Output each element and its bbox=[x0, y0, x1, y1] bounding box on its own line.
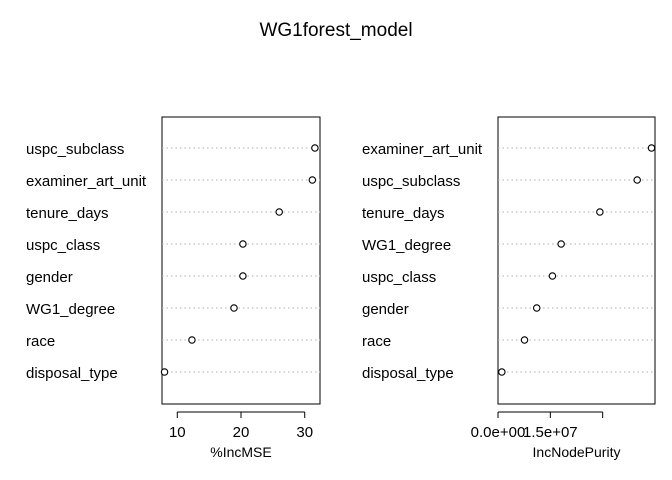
category-label: race bbox=[26, 333, 55, 350]
data-point bbox=[239, 240, 247, 248]
data-point bbox=[188, 336, 196, 344]
figure-title: WG1forest_model bbox=[259, 20, 412, 41]
x-tick-label: 0.0e+00 bbox=[471, 424, 526, 441]
category-label: examiner_art_unit bbox=[362, 141, 483, 158]
category-label: tenure_days bbox=[26, 205, 109, 222]
data-point bbox=[520, 336, 529, 344]
data-point bbox=[160, 368, 169, 376]
category-label: race bbox=[362, 333, 391, 350]
category-label: gender bbox=[26, 269, 73, 286]
data-point bbox=[311, 144, 319, 152]
category-label: uspc_subclass bbox=[26, 141, 124, 158]
x-axis-label: %IncMSE bbox=[210, 444, 271, 460]
category-label: uspc_class bbox=[362, 269, 436, 286]
category-label: gender bbox=[362, 301, 409, 318]
category-label: WG1_degree bbox=[362, 237, 451, 254]
data-point bbox=[308, 176, 317, 184]
plots: uspc_subclass examiner_art_unit tenure_day… bbox=[26, 116, 656, 460]
x-tick-label: 10 bbox=[169, 424, 186, 441]
category-label: uspc_class bbox=[26, 237, 100, 254]
data-point bbox=[548, 272, 557, 280]
data-point bbox=[557, 240, 565, 248]
x-tick-label: 30 bbox=[296, 424, 313, 441]
x-axis-label: IncNodePurity bbox=[533, 444, 621, 460]
category-label: tenure_days bbox=[362, 205, 445, 222]
data-point bbox=[239, 272, 247, 280]
x-tick-label: 20 bbox=[233, 424, 250, 441]
data-point bbox=[647, 144, 656, 152]
data-point bbox=[230, 304, 238, 312]
category-label: examiner_art_unit bbox=[26, 173, 147, 190]
category-label: disposal_type bbox=[362, 365, 454, 382]
data-point bbox=[596, 208, 604, 216]
category-label: WG1_degree bbox=[26, 301, 115, 318]
plot-frame bbox=[161, 116, 321, 405]
data-point bbox=[498, 368, 506, 376]
x-tick-label: 1.5e+07 bbox=[523, 424, 578, 441]
data-point bbox=[532, 304, 541, 312]
category-label: disposal_type bbox=[26, 365, 118, 382]
panel-2: examiner_art_unit uspc_subclass tenure_day… bbox=[362, 116, 656, 460]
plot-frame bbox=[497, 116, 656, 405]
data-point bbox=[275, 208, 283, 216]
category-label: uspc_subclass bbox=[362, 173, 460, 190]
panel-1: uspc_subclass examiner_art_unit tenure_day… bbox=[26, 116, 321, 460]
data-point bbox=[633, 176, 641, 184]
